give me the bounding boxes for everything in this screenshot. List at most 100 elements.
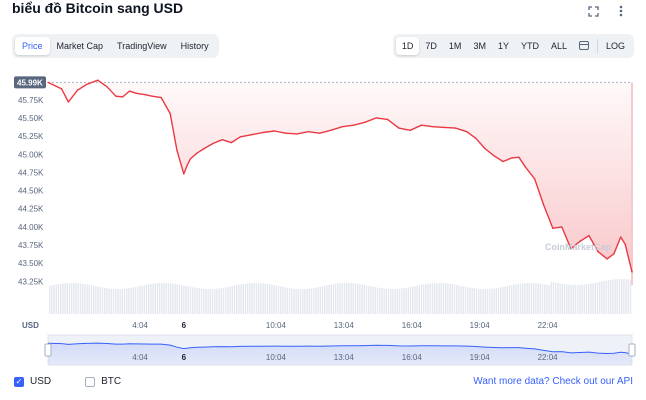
price-series-line — [47, 79, 633, 273]
volume-bar — [537, 283, 539, 314]
more-vertical-icon[interactable] — [614, 4, 628, 18]
volume-bar — [368, 285, 370, 314]
volume-bar — [128, 288, 130, 314]
volume-bar — [341, 283, 343, 314]
navigator-tick-label: 6 — [182, 353, 187, 362]
x-tick-label: 4:04 — [132, 321, 148, 330]
volume-bar — [482, 289, 484, 314]
price-segment — [524, 166, 536, 180]
volume-bar — [106, 288, 108, 314]
range-1m[interactable]: 1M — [448, 41, 462, 51]
volume-bar — [451, 284, 453, 314]
y-tick-label: 45.00K — [18, 150, 44, 159]
volume-bar — [317, 287, 319, 314]
below-open-fill — [48, 82, 632, 272]
volume-bar — [209, 289, 211, 314]
tab-tradingview[interactable]: TradingView — [117, 41, 167, 51]
range-ytd[interactable]: YTD — [520, 41, 539, 51]
price-segment — [183, 164, 188, 175]
volume-bar — [592, 283, 594, 314]
range-all[interactable]: ALL — [550, 41, 567, 51]
x-tick-label: 19:04 — [470, 321, 491, 330]
volume-bar — [240, 284, 242, 314]
volume-bar — [348, 283, 350, 314]
price-segment — [318, 129, 332, 134]
calendar-button[interactable] — [573, 37, 595, 56]
price-segment — [484, 147, 495, 157]
volume-bar — [535, 283, 537, 314]
volume-bar — [183, 285, 185, 314]
range-3m[interactable]: 3M — [473, 41, 486, 51]
price-segment — [221, 138, 233, 144]
volume-bar — [491, 288, 493, 314]
divider — [596, 39, 598, 53]
navigator[interactable]: 4:04 6 10:04 13:04 16:04 19:04 22:04 — [44, 334, 636, 366]
tab-history[interactable]: History — [180, 41, 209, 51]
navigator-tick-label: 22:04 — [538, 353, 559, 362]
price-segment — [579, 234, 590, 243]
volume-bar — [126, 288, 128, 314]
volume-bar — [434, 283, 436, 314]
volume-bar — [132, 287, 134, 314]
volume-bar — [84, 284, 86, 314]
volume-bar — [313, 287, 315, 314]
volume-bar — [185, 286, 187, 314]
price-segment — [475, 137, 486, 150]
volume-bar — [159, 283, 161, 314]
volume-bar — [211, 288, 214, 314]
volume-bar — [508, 285, 511, 314]
volume-bar — [112, 288, 115, 314]
volume-bar — [458, 285, 460, 314]
price-chart[interactable]: 45.75K 45.50K 45.25K 45.00K 44.75K 44.50K 44.2… — [0, 70, 646, 370]
volume-bar — [280, 286, 282, 314]
volume-bar — [187, 286, 189, 314]
range-7d[interactable]: 7D — [425, 41, 437, 51]
volume-bar — [550, 281, 552, 314]
legend: ✓ USD BTC — [14, 376, 121, 387]
price-segment — [352, 121, 366, 126]
volume-bar — [218, 288, 220, 314]
volume-bar — [401, 288, 403, 314]
volume-bar — [436, 283, 438, 314]
volume-bar — [139, 286, 141, 314]
volume-bar — [374, 287, 376, 314]
volume-bar — [517, 284, 519, 314]
volume-bar — [403, 288, 405, 314]
volume-bar — [394, 289, 396, 314]
volume-bar — [200, 288, 203, 314]
page-title: biểu đồ Bitcoin sang USD — [12, 0, 184, 16]
api-link[interactable]: Want more data? Check out our API — [473, 376, 633, 387]
volume-bar — [66, 283, 68, 314]
volume-bar — [293, 288, 295, 314]
volume-bar — [539, 283, 541, 314]
btc-checkbox[interactable] — [85, 376, 96, 387]
volume-bar — [121, 288, 123, 314]
log-toggle[interactable]: LOG — [605, 41, 625, 51]
volume-bar — [262, 283, 264, 314]
usd-checkbox[interactable]: ✓ — [14, 376, 24, 387]
tab-market-cap[interactable]: Market Cap — [56, 41, 104, 51]
volume-bar — [216, 288, 218, 314]
volume-bar — [530, 283, 533, 314]
price-area-fill — [48, 82, 633, 285]
volume-bar — [104, 287, 106, 314]
range-1d[interactable]: 1D — [395, 37, 420, 55]
volume-bar — [227, 286, 229, 314]
navigator-handle[interactable] — [44, 343, 52, 357]
volume-bar — [390, 289, 392, 314]
volume-bar — [49, 285, 51, 314]
volume-bar — [596, 282, 599, 314]
volume-bar — [225, 287, 227, 314]
price-segment — [620, 236, 626, 246]
volume-bar — [416, 285, 418, 314]
volume-bar — [315, 287, 317, 314]
navigator-handle[interactable] — [628, 343, 636, 357]
volume-bar — [115, 289, 117, 314]
volume-bar — [618, 279, 621, 314]
range-1y[interactable]: 1Y — [497, 41, 509, 51]
expand-icon[interactable] — [586, 4, 600, 18]
price-segment — [375, 117, 389, 121]
price-segment — [606, 253, 615, 260]
tab-price[interactable]: Price — [15, 37, 50, 55]
volume-bar — [515, 284, 517, 314]
